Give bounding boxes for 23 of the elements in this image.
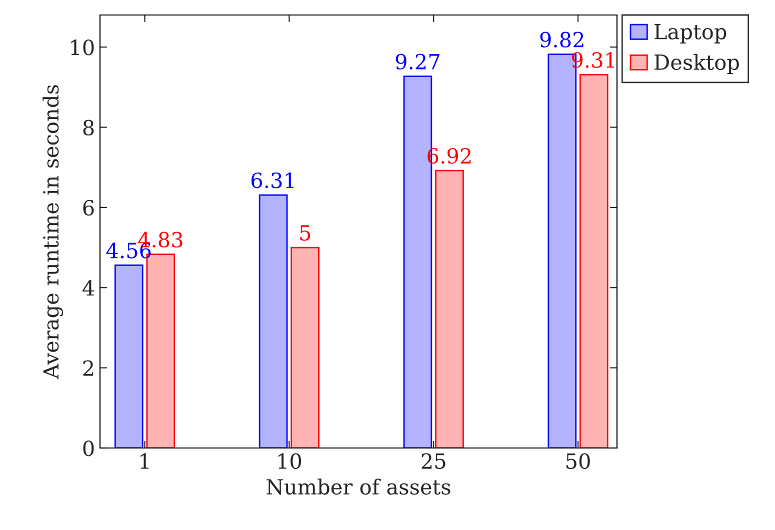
data-label: 5 xyxy=(300,225,310,241)
x-tick-label: 1 xyxy=(140,453,148,469)
y-tick-label: 6 xyxy=(83,200,94,216)
y-tick-label: 0 xyxy=(83,440,94,456)
data-label: 6.31 xyxy=(251,172,294,188)
data-label: 9.27 xyxy=(396,54,440,70)
data-label: 9.82 xyxy=(540,32,584,48)
bar xyxy=(579,74,608,448)
bar xyxy=(258,194,288,448)
y-tick-label: 10 xyxy=(71,40,94,56)
x-tick-label: 10 xyxy=(278,453,302,469)
x-axis-title: Number of assets xyxy=(266,478,450,495)
x-tick-label: 50 xyxy=(566,453,590,469)
y-tick-label: 2 xyxy=(83,360,94,376)
x-tick-label: 25 xyxy=(422,453,446,469)
y-axis-title: Average runtime in seconds xyxy=(42,85,64,380)
y-tick-label: 4 xyxy=(82,280,94,296)
bar xyxy=(290,246,320,448)
legend-label: Laptop xyxy=(654,24,726,44)
y-tick-label: 8 xyxy=(83,120,94,136)
legend-label: Desktop xyxy=(654,54,739,74)
bar xyxy=(435,170,464,448)
bar xyxy=(114,264,144,448)
